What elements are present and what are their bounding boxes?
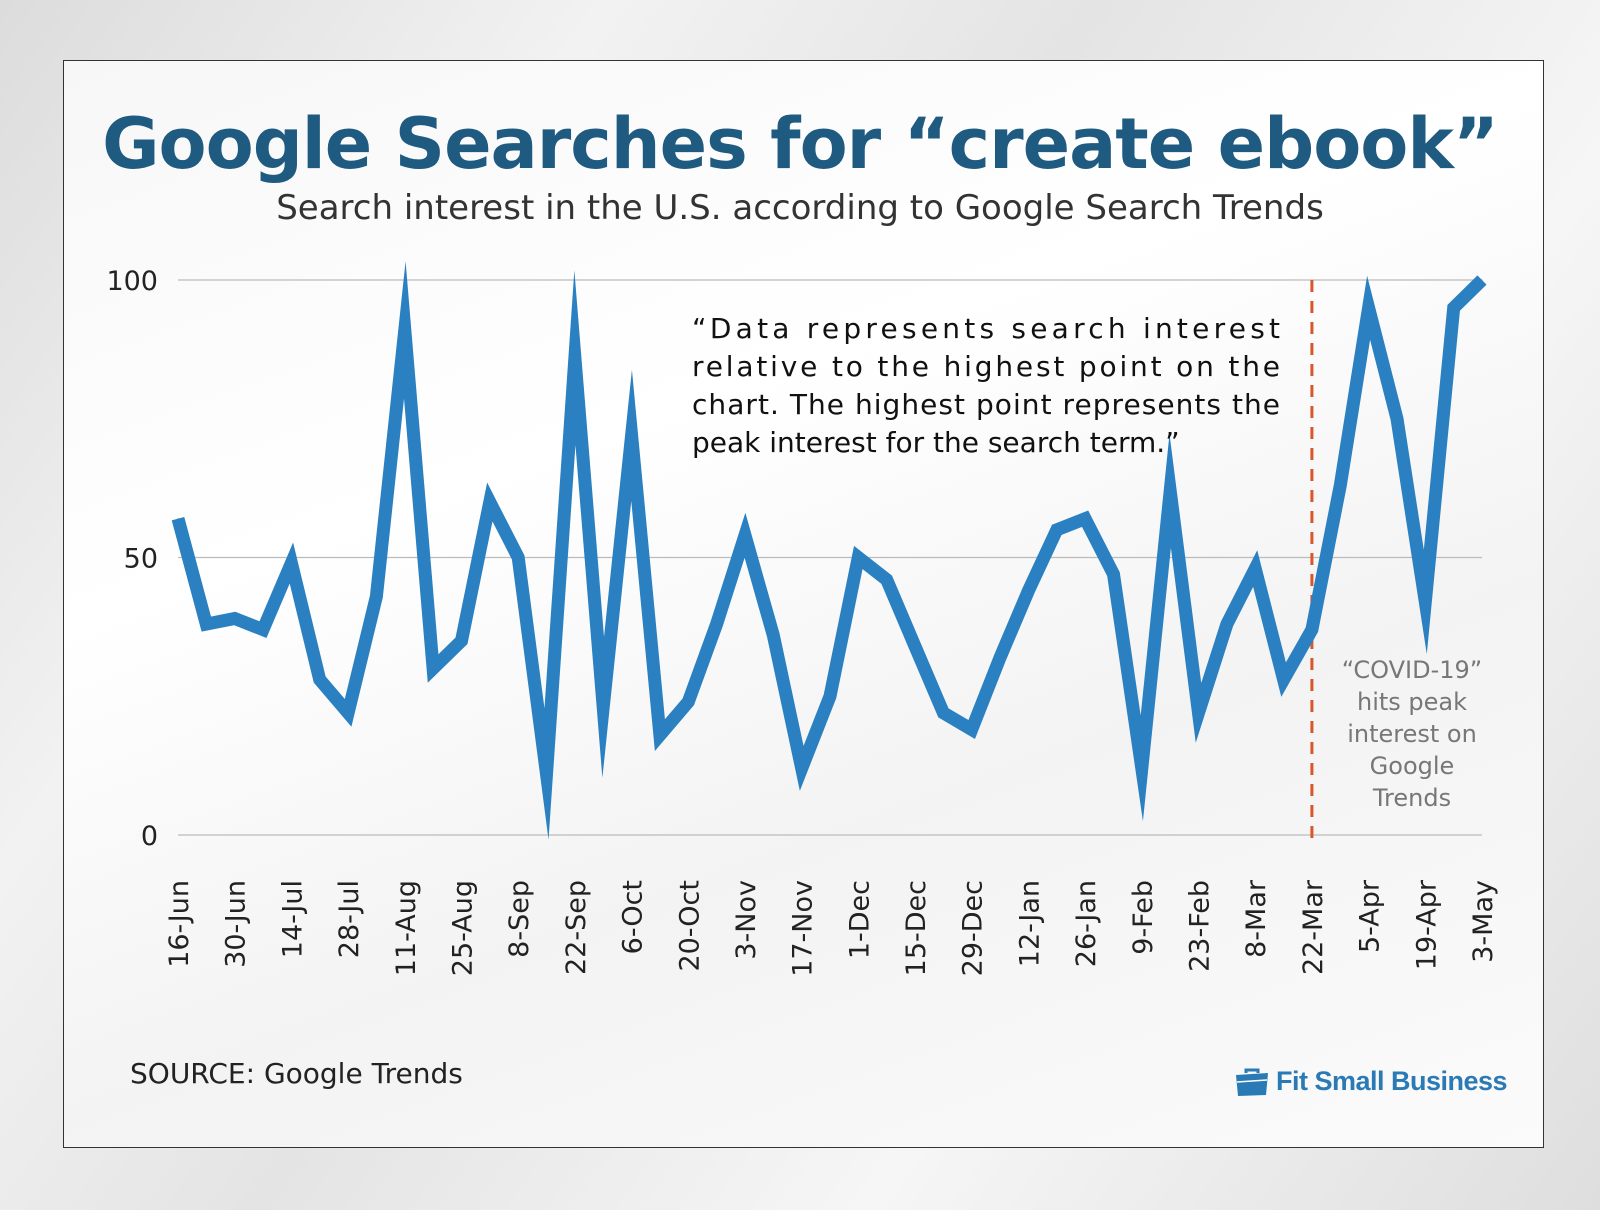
x-tick-label: 5-Apr xyxy=(1355,879,1386,953)
x-tick-label: 9-Feb xyxy=(1128,880,1159,955)
covid-annotation-line: hits peak xyxy=(1357,688,1467,716)
brand-logo: Fit Small Business xyxy=(1234,1066,1508,1097)
data-point xyxy=(546,773,548,775)
data-point xyxy=(1424,601,1426,603)
x-tick-label: 19-Apr xyxy=(1411,879,1442,970)
covid-annotation-line: “COVID-19” xyxy=(1342,656,1482,684)
x-tick-label: 29-Dec xyxy=(958,880,989,976)
y-tick-label: 0 xyxy=(141,821,158,852)
data-point xyxy=(1198,712,1200,714)
data-point xyxy=(1339,484,1341,486)
data-point xyxy=(205,623,207,625)
briefcase-icon xyxy=(1236,1068,1268,1096)
data-point xyxy=(375,595,377,597)
data-point xyxy=(1141,767,1143,769)
data-point xyxy=(1311,629,1313,631)
x-tick-label: 30-Jun xyxy=(221,880,252,968)
data-point xyxy=(999,656,1001,658)
y-tick-label: 50 xyxy=(124,544,158,575)
data-point xyxy=(829,695,831,697)
data-point xyxy=(886,579,888,581)
data-point xyxy=(460,640,462,642)
annotation-note-line: chart. The highest point represents the xyxy=(692,388,1280,421)
data-point xyxy=(772,634,774,636)
data-point xyxy=(234,618,236,620)
x-tick-label: 3-May xyxy=(1468,880,1499,963)
x-tick-label: 25-Aug xyxy=(447,880,478,976)
x-tick-label: 8-Sep xyxy=(504,880,535,958)
chart-card xyxy=(63,60,1544,1148)
x-tick-label: 12-Jan xyxy=(1014,880,1045,967)
x-tick-label: 22-Mar xyxy=(1298,879,1329,975)
x-tick-label: 1-Dec xyxy=(844,880,875,959)
annotation-note-line: “Data represents search interest xyxy=(692,312,1280,345)
y-tick-label: 100 xyxy=(106,266,158,297)
data-point xyxy=(1084,518,1086,520)
data-point xyxy=(687,701,689,703)
data-point xyxy=(602,706,604,708)
data-point xyxy=(432,668,434,669)
x-tick-label: 14-Jul xyxy=(277,880,308,958)
x-tick-label: 23-Feb xyxy=(1185,880,1216,972)
chart-subtitle: Search interest in the U.S. according to… xyxy=(276,188,1324,228)
covid-annotation-line: Google xyxy=(1370,752,1455,780)
data-point xyxy=(914,645,916,647)
data-point xyxy=(290,562,292,564)
data-point xyxy=(631,434,633,436)
data-point xyxy=(517,557,519,558)
x-tick-label: 26-Jan xyxy=(1071,880,1102,967)
data-point xyxy=(1112,573,1114,575)
chart-title: Google Searches for “create ebook” xyxy=(102,103,1499,185)
data-point xyxy=(1056,529,1058,531)
x-tick-label: 16-Jun xyxy=(164,880,195,968)
annotation-note-line: peak interest for the search term.” xyxy=(692,426,1180,459)
data-point xyxy=(262,629,264,631)
data-point xyxy=(1226,623,1228,625)
x-tick-label: 11-Aug xyxy=(391,880,422,976)
data-point xyxy=(347,712,349,714)
data-point xyxy=(1254,568,1256,570)
x-tick-label: 8-Mar xyxy=(1241,879,1272,958)
data-point xyxy=(716,623,718,625)
x-tick-label: 17-Nov xyxy=(788,880,819,977)
data-point xyxy=(1027,590,1029,592)
brand-name: Fit Small Business xyxy=(1276,1066,1508,1096)
data-point xyxy=(489,501,491,503)
x-tick-label: 6-Oct xyxy=(618,880,649,954)
data-point xyxy=(1481,279,1483,281)
data-point xyxy=(404,329,406,331)
data-point xyxy=(801,767,803,769)
x-tick-label: 3-Nov xyxy=(731,880,762,960)
x-tick-label: 22-Sep xyxy=(561,880,592,975)
data-point xyxy=(1453,307,1455,309)
covid-annotation-line: Trends xyxy=(1372,784,1451,812)
data-point xyxy=(942,712,944,714)
data-point xyxy=(659,734,661,736)
x-tick-label: 20-Oct xyxy=(674,880,705,972)
covid-annotation-line: interest on xyxy=(1347,720,1477,748)
x-tick-label: 15-Dec xyxy=(901,880,932,976)
data-point xyxy=(1368,307,1370,309)
series-line xyxy=(171,261,1487,840)
annotation-note-line: relative to the highest point on the xyxy=(692,350,1280,383)
data-point xyxy=(319,679,321,681)
source-note: SOURCE: Google Trends xyxy=(130,1057,463,1090)
x-tick-label: 28-Jul xyxy=(334,880,365,958)
data-point xyxy=(857,557,859,558)
data-point xyxy=(1396,418,1398,420)
data-point xyxy=(574,357,576,359)
data-point xyxy=(177,518,179,520)
data-point xyxy=(1169,490,1171,492)
data-point xyxy=(971,729,973,731)
data-point xyxy=(744,534,746,536)
data-point xyxy=(1283,679,1285,681)
